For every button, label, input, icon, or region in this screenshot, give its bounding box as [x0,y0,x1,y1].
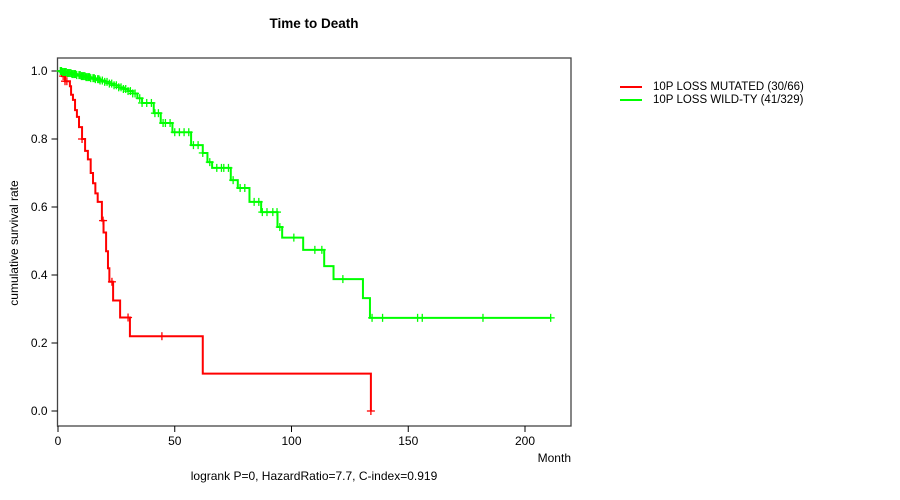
x-tick-label: 0 [55,434,62,448]
legend-item-wildtype: 10P LOSS WILD-TY (41/329) [620,94,804,108]
legend-item-mutated: 10P LOSS MUTATED (30/66) [620,80,804,94]
stats-annotation: logrank P=0, HazardRatio=7.7, C-index=0.… [190,469,438,483]
plot-border [56,57,572,427]
chart-title: Time to Death [269,16,359,31]
y-tick-label: 0.6 [31,200,48,214]
y-tick-label: 1.0 [31,64,48,78]
legend-line-swatch-red [620,85,642,88]
y-axis-title: cumulative survival rate [7,180,21,306]
survival-curve-mutated [58,70,372,411]
y-tick-label: 0.4 [31,268,48,282]
y-tick-label: 0.8 [31,132,48,146]
legend-label-mutated: 10P LOSS MUTATED (30/66) [653,80,804,93]
legend-line-swatch-green [620,99,642,102]
survival-curve-wildtype [58,70,551,319]
x-tick-label: 150 [398,434,418,448]
x-axis-title: Month [537,451,571,465]
y-tick-label: 0.2 [31,336,48,350]
x-tick-label: 200 [515,434,535,448]
y-tick-label: 0.0 [31,404,48,418]
legend-label-wildtype: 10P LOSS WILD-TY (41/329) [653,94,804,107]
x-tick-label: 50 [168,434,182,448]
legend: 10P LOSS MUTATED (30/66) 10P LOSS WILD-T… [620,80,804,107]
x-tick-label: 100 [281,434,301,448]
